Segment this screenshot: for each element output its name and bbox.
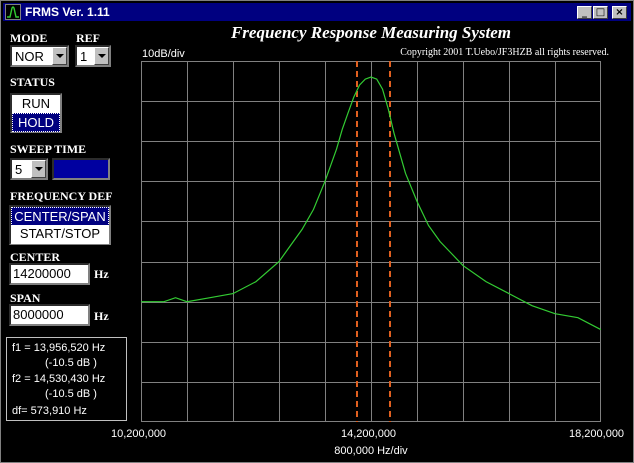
- frequency-def-option-start-stop[interactable]: START/STOP: [11, 225, 109, 244]
- marker-readout: f1 = 13,956,520 Hz (-10.5 dB ) f2 = 14,5…: [6, 337, 127, 421]
- y-axis-label: 10dB/div: [142, 48, 185, 60]
- maximize-button[interactable]: □: [593, 6, 608, 19]
- response-trace: [141, 76, 601, 331]
- frequency-response-plot[interactable]: [141, 61, 601, 422]
- app-heading: Frequency Response Measuring System: [230, 23, 512, 42]
- copyright-text: Copyright 2001 T.Uebo/JF3HZB all rights …: [400, 47, 609, 58]
- ref-value: 1: [80, 49, 88, 64]
- mode-label: MODE: [10, 31, 48, 45]
- app-icon: [5, 4, 21, 20]
- status-label: STATUS: [10, 75, 55, 89]
- x-tick-label: 18,200,000: [569, 428, 625, 440]
- f1-readout: f1 = 13,956,520 Hz: [12, 342, 106, 354]
- sweep-time-select[interactable]: 5: [10, 158, 48, 180]
- x-tick-label: 14,200,000: [341, 428, 397, 440]
- span-input[interactable]: 8000000: [9, 304, 90, 326]
- status-option-hold[interactable]: HOLD: [12, 113, 60, 132]
- title-bar[interactable]: FRMS Ver. 1.11 _ □ ×: [3, 3, 631, 21]
- ref-label: REF: [76, 31, 100, 45]
- frequency-def-option-center-span[interactable]: CENTER/SPAN: [11, 207, 109, 226]
- f2-db-readout: (-10.5 dB ): [45, 388, 97, 400]
- frequency-def-list: CENTER/SPAN START/STOP: [9, 205, 111, 245]
- x-axis-label: 800,000 Hz/div: [334, 445, 408, 457]
- sweep-time-label: SWEEP TIME: [10, 142, 87, 156]
- mode-value: NOR: [15, 49, 44, 64]
- window-title: FRMS Ver. 1.11: [25, 5, 110, 19]
- x-tick-label: 10,200,000: [111, 428, 167, 440]
- center-label: CENTER: [10, 250, 61, 264]
- trace-layer: [141, 76, 601, 331]
- marker-lines: [355, 61, 391, 422]
- span-unit: Hz: [94, 309, 109, 323]
- minimize-button[interactable]: _: [577, 6, 592, 19]
- plot-grid: [141, 61, 601, 422]
- frequency-def-label: FREQUENCY DEF: [10, 189, 113, 203]
- chevron-down-icon[interactable]: [31, 160, 46, 178]
- chevron-down-icon[interactable]: [52, 47, 67, 65]
- f1-db-readout: (-10.5 dB ): [45, 357, 97, 369]
- ref-select[interactable]: 1: [75, 45, 111, 67]
- sweep-progress-indicator: [52, 158, 110, 180]
- span-label: SPAN: [10, 291, 41, 305]
- f2-readout: f2 = 14,530,430 Hz: [12, 373, 106, 385]
- df-readout: df= 573,910 Hz: [12, 405, 87, 417]
- mode-select[interactable]: NOR: [10, 45, 69, 67]
- chevron-down-icon[interactable]: [94, 47, 109, 65]
- status-option-run[interactable]: RUN: [12, 95, 60, 114]
- close-button[interactable]: ×: [612, 6, 627, 19]
- center-input[interactable]: 14200000: [9, 263, 90, 285]
- center-unit: Hz: [94, 267, 109, 281]
- sweep-time-value: 5: [15, 162, 23, 177]
- status-list: RUN HOLD: [10, 93, 62, 133]
